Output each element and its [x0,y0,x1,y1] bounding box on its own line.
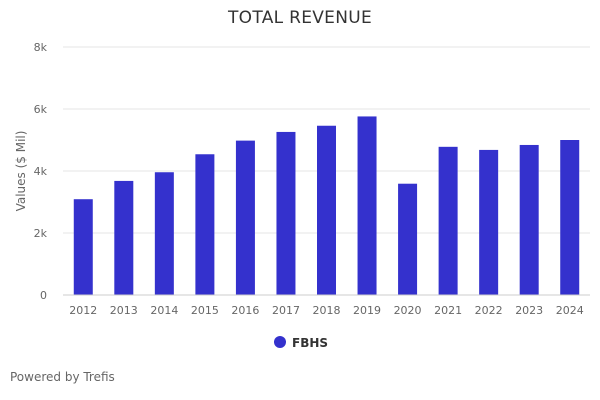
y-axis-title: Values ($ Mil) [14,131,28,212]
x-tick-label-2018: 2018 [313,304,341,317]
bar-2018[interactable] [317,125,336,296]
bar-2015[interactable] [195,154,215,295]
x-tick-label-2015: 2015 [191,304,219,317]
x-tick-label-2013: 2013 [110,304,138,317]
x-tick-label-2014: 2014 [150,304,178,317]
bar-2021[interactable] [438,146,458,295]
powered-by-footer[interactable]: Powered by Trefis [10,370,115,384]
x-tick-label-2024: 2024 [556,304,584,317]
bar-2020[interactable] [398,183,418,295]
y-axis-ticks: 0 2k 4k 6k 8k [34,41,48,302]
bar-2014[interactable] [154,172,174,295]
legend-label-fbhs[interactable]: FBHS [292,336,328,350]
bar-2024[interactable] [560,140,580,295]
x-tick-label-2016: 2016 [231,304,259,317]
bar-2013[interactable] [114,180,134,295]
x-tick-label-2019: 2019 [353,304,381,317]
bar-2022[interactable] [479,149,499,295]
y-tick-label: 8k [34,41,48,54]
chart-title: TOTAL REVENUE [227,8,373,28]
legend[interactable]: FBHS [274,336,328,350]
y-tick-label: 4k [34,165,48,178]
bar-2019[interactable] [357,116,377,295]
y-tick-label: 2k [34,227,48,240]
x-tick-label-2020: 2020 [394,304,422,317]
bar-2017[interactable] [276,131,296,295]
legend-marker-fbhs[interactable] [274,336,286,348]
x-axis-ticks: 2012 2013 2014 2015 2016 2017 2018 2019 2020 2021… [69,304,583,317]
bar-2016[interactable] [235,140,255,295]
x-tick-label-2023: 2023 [515,304,543,317]
x-tick-label-2012: 2012 [69,304,97,317]
bar-2023[interactable] [519,144,539,295]
y-tick-label: 6k [34,103,48,116]
x-tick-label-2017: 2017 [272,304,300,317]
bars [73,116,580,296]
x-tick-label-2022: 2022 [475,304,503,317]
bar-2012[interactable] [73,199,93,295]
y-tick-label: 0 [40,289,47,302]
x-tick-label-2021: 2021 [434,304,462,317]
